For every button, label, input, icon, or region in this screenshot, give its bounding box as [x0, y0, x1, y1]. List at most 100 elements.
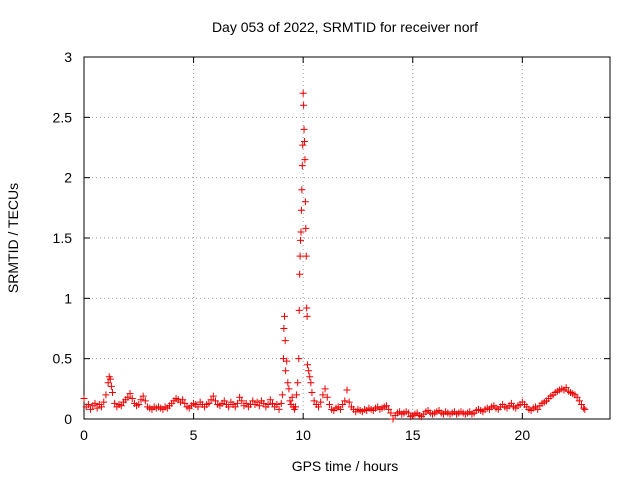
x-tick-label: 5 — [190, 427, 198, 443]
data-point — [319, 391, 327, 399]
y-tick-label: 0 — [64, 411, 72, 427]
data-point — [84, 401, 92, 409]
data-point — [281, 337, 289, 345]
data-point — [323, 393, 331, 401]
data-point — [325, 401, 333, 409]
data-point — [209, 392, 217, 400]
data-point — [268, 399, 276, 407]
data-point — [102, 391, 110, 399]
data-point — [124, 393, 132, 401]
data-point — [306, 373, 314, 381]
data-point — [225, 403, 233, 411]
data-point — [387, 409, 395, 417]
data-point — [389, 415, 397, 423]
data-point — [285, 385, 293, 393]
data-point — [581, 405, 589, 413]
x-tick-label: 10 — [295, 427, 311, 443]
grid — [84, 57, 610, 419]
data-point — [300, 125, 308, 133]
data-point — [534, 405, 542, 413]
data-point — [284, 379, 292, 387]
plot-frame — [83, 56, 611, 420]
data-point — [282, 367, 290, 375]
data-point — [573, 393, 581, 401]
data-point — [281, 312, 289, 320]
data-point — [304, 361, 312, 369]
data-point — [91, 399, 99, 407]
data-point — [253, 398, 261, 406]
y-tick-label: 3 — [64, 49, 72, 65]
data-point — [278, 391, 286, 399]
data-point — [341, 397, 349, 405]
data-point — [277, 399, 285, 407]
data-point — [104, 379, 112, 387]
data-point — [212, 397, 219, 405]
data-point — [299, 141, 307, 149]
data-point — [275, 405, 283, 413]
x-tick-label: 15 — [405, 427, 421, 443]
chart-title: Day 053 of 2022, SRMTID for receiver nor… — [212, 19, 478, 35]
data-point — [295, 306, 303, 314]
data-point — [80, 394, 88, 402]
data-point — [575, 397, 583, 405]
data-point — [231, 403, 239, 411]
data-point — [255, 402, 263, 410]
data-point — [296, 252, 304, 260]
data-point — [385, 405, 393, 413]
data-point — [249, 397, 257, 405]
data-point — [293, 391, 301, 399]
data-point — [297, 228, 305, 236]
data-point — [288, 393, 296, 401]
y-tick-label: 0.5 — [53, 351, 73, 367]
data-point — [100, 398, 108, 406]
data-point — [295, 355, 303, 363]
data-point — [273, 401, 281, 409]
y-tick-label: 1 — [64, 290, 72, 306]
y-tick-label: 2.5 — [53, 109, 73, 125]
data-points — [80, 89, 589, 423]
data-point — [307, 379, 315, 387]
data-point — [266, 396, 274, 404]
data-point — [117, 402, 125, 410]
data-point — [343, 386, 351, 394]
data-point — [260, 399, 268, 407]
data-point — [93, 404, 101, 412]
data-point — [128, 394, 136, 402]
data-point — [317, 398, 325, 406]
data-point — [321, 385, 329, 393]
data-point — [345, 398, 353, 406]
data-point — [294, 379, 302, 387]
data-point — [336, 405, 344, 413]
data-point — [135, 401, 143, 409]
data-point — [233, 399, 241, 407]
data-point — [578, 401, 586, 409]
data-point — [283, 357, 291, 365]
data-point — [108, 388, 116, 396]
data-point — [303, 304, 311, 312]
data-point — [299, 89, 307, 97]
data-point — [98, 403, 106, 411]
data-point — [562, 384, 570, 392]
data-point — [286, 397, 294, 405]
data-point — [507, 399, 515, 407]
data-point — [339, 401, 347, 409]
data-point — [205, 399, 213, 407]
data-point — [298, 186, 306, 194]
data-point — [220, 397, 228, 405]
y-axis-label: SRMTID / TECUs — [5, 183, 21, 293]
x-tick-label: 20 — [515, 427, 531, 443]
data-point — [87, 405, 95, 413]
data-point — [300, 101, 308, 109]
data-point — [194, 403, 202, 411]
axis-ticks: 0 5 10 15 20 0 0.5 1 1.5 2 2.5 3 — [53, 49, 610, 443]
data-point — [580, 404, 588, 412]
data-point — [315, 403, 323, 411]
data-point — [310, 397, 318, 405]
data-point — [301, 156, 309, 164]
data-point — [137, 396, 145, 404]
data-point — [238, 397, 246, 405]
data-point — [139, 392, 147, 400]
data-point — [126, 390, 134, 398]
data-point — [291, 403, 299, 411]
